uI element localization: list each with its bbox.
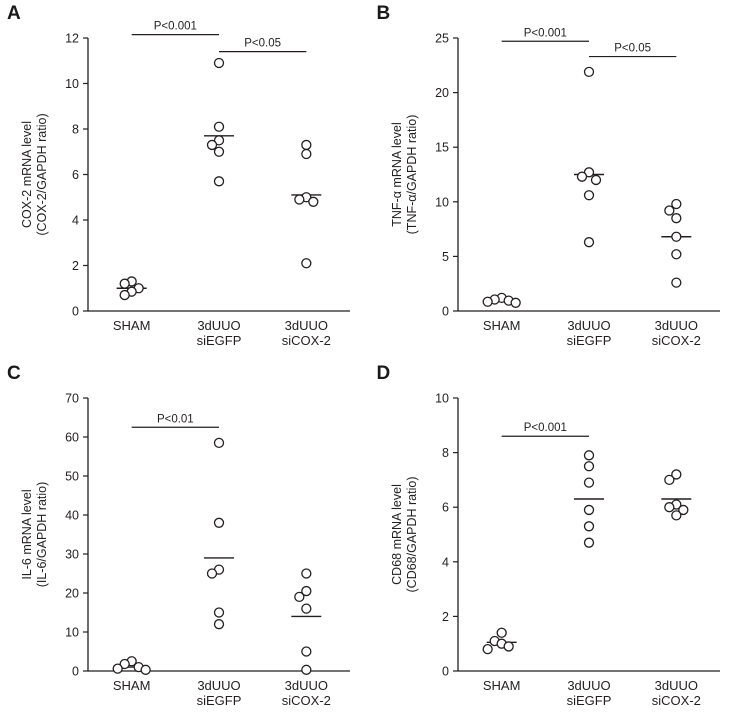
svg-text:siEGFP: siEGFP	[566, 333, 611, 348]
svg-text:2: 2	[442, 609, 449, 623]
panel-a: A 0 2 4 6 8 10 12 COX-2 mRNA level (COX-2/GAPDH …	[0, 0, 369, 359]
svg-text:P<0.001: P<0.001	[154, 21, 197, 33]
svg-text:20: 20	[65, 586, 79, 600]
panel-c: C 0 10 20 30 40 50 60 70 IL-6 mRNA level (IL-6/GA…	[0, 360, 369, 719]
svg-text:SHAM: SHAM	[113, 318, 151, 333]
svg-text:3dUUO: 3dUUO	[285, 318, 328, 333]
svg-text:siCOX-2: siCOX-2	[651, 693, 700, 708]
svg-text:10: 10	[65, 77, 79, 91]
svg-text:3dUUO: 3dUUO	[654, 318, 697, 333]
svg-text:70: 70	[65, 391, 79, 405]
svg-text:60: 60	[65, 430, 79, 444]
panel-a-label: A	[7, 3, 22, 24]
panel-b-label: B	[376, 3, 391, 24]
svg-text:siEGFP: siEGFP	[197, 693, 242, 708]
svg-text:10: 10	[65, 625, 79, 639]
svg-text:10: 10	[435, 391, 449, 405]
panel-d-label: D	[376, 362, 391, 384]
svg-text:6: 6	[72, 168, 79, 182]
svg-text:15: 15	[435, 141, 449, 155]
svg-text:10: 10	[435, 195, 449, 209]
il6-mrna-scatter-plot: 0 10 20 30 40 50 60 70 IL-6 mRNA level (IL-6/GAPD…	[20, 391, 350, 708]
svg-text:(CD68/GAPDH ratio): (CD68/GAPDH ratio)	[405, 476, 419, 592]
svg-text:2: 2	[72, 259, 79, 273]
svg-text:P<0.05: P<0.05	[614, 43, 651, 55]
svg-text:0: 0	[72, 305, 79, 319]
svg-text:siCOX-2: siCOX-2	[282, 693, 331, 708]
svg-text:3dUUO: 3dUUO	[567, 678, 610, 693]
svg-text:COX-2 mRNA level: COX-2 mRNA level	[20, 121, 34, 228]
svg-text:25: 25	[435, 32, 449, 46]
svg-text:(TNF-α/GAPDH ratio): (TNF-α/GAPDH ratio)	[405, 115, 419, 235]
svg-text:3dUUO: 3dUUO	[285, 678, 328, 693]
svg-text:TNF-α mRNA level: TNF-α mRNA level	[390, 122, 404, 226]
svg-text:3dUUO: 3dUUO	[654, 678, 697, 693]
svg-text:CD68 mRNA level: CD68 mRNA level	[390, 484, 404, 585]
panel-b: B 0 5 10 15 20 25 TNF-α mRNA level (TNF-α/GAPDH…	[370, 0, 739, 359]
svg-text:siCOX-2: siCOX-2	[282, 333, 331, 348]
svg-text:(IL-6/GAPDH ratio): (IL-6/GAPDH ratio)	[35, 481, 49, 587]
svg-text:6: 6	[442, 500, 449, 514]
panel-c-label: C	[7, 362, 22, 384]
svg-text:P<0.001: P<0.001	[523, 27, 566, 39]
svg-text:(COX-2/GAPDH ratio): (COX-2/GAPDH ratio)	[35, 113, 49, 235]
svg-text:siEGFP: siEGFP	[566, 693, 611, 708]
svg-text:3dUUO: 3dUUO	[567, 318, 610, 333]
svg-text:3dUUO: 3dUUO	[197, 678, 240, 693]
svg-text:0: 0	[442, 664, 449, 678]
svg-text:3dUUO: 3dUUO	[197, 318, 240, 333]
svg-text:20: 20	[435, 86, 449, 100]
svg-text:SHAM: SHAM	[113, 678, 151, 693]
svg-text:P<0.001: P<0.001	[523, 422, 566, 434]
svg-text:4: 4	[442, 555, 449, 569]
svg-text:0: 0	[442, 305, 449, 319]
cox2-mrna-scatter-plot: 0 2 4 6 8 10 12 COX-2 mRNA level (COX-2/GAPDH ra…	[20, 21, 350, 348]
svg-text:8: 8	[442, 446, 449, 460]
svg-text:8: 8	[72, 123, 79, 137]
svg-text:siEGFP: siEGFP	[197, 333, 242, 348]
svg-text:IL-6 mRNA level: IL-6 mRNA level	[20, 489, 34, 579]
svg-text:30: 30	[65, 547, 79, 561]
svg-text:P<0.05: P<0.05	[244, 38, 281, 50]
svg-text:siCOX-2: siCOX-2	[651, 333, 700, 348]
tnf-alpha-mrna-scatter-plot: 0 5 10 15 20 25 TNF-α mRNA level (TNF-α/GAPDH r…	[390, 27, 720, 348]
svg-text:50: 50	[65, 469, 79, 483]
svg-text:12: 12	[65, 32, 79, 46]
svg-text:SHAM: SHAM	[482, 318, 520, 333]
svg-text:5: 5	[442, 250, 449, 264]
panel-d: D 0 2 4 6 8 10 CD68 mRNA level (CD68/GAPDH rati…	[370, 360, 739, 719]
cd68-mrna-scatter-plot: 0 2 4 6 8 10 CD68 mRNA level (CD68/GAPDH ratio)…	[390, 391, 720, 708]
svg-text:40: 40	[65, 508, 79, 522]
svg-text:P<0.01: P<0.01	[157, 413, 194, 425]
svg-text:4: 4	[72, 214, 79, 228]
svg-text:0: 0	[72, 664, 79, 678]
svg-text:SHAM: SHAM	[482, 678, 520, 693]
